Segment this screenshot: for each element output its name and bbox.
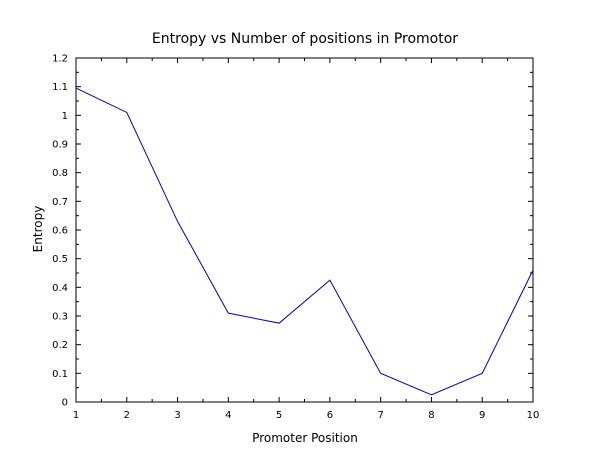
- x-tick-label: 9: [479, 410, 485, 421]
- plot-area-border: [75, 57, 534, 403]
- y-tick-label: 0.7: [52, 197, 68, 208]
- y-tick-label: 0.4: [52, 283, 68, 294]
- x-tick-label: 6: [327, 410, 333, 421]
- y-tick-label: 1.2: [52, 54, 68, 65]
- y-tick-label: 1: [62, 111, 68, 122]
- x-tick-label: 3: [174, 410, 180, 421]
- y-tick-label: 0.2: [52, 340, 68, 351]
- x-tick-label: 4: [225, 410, 231, 421]
- y-tick-label: 0: [62, 398, 68, 409]
- entropy-series-line: [75, 87, 534, 396]
- y-tick-label: 0.8: [52, 168, 68, 179]
- y-tick-label: 0.9: [52, 140, 68, 151]
- y-tick-label: 1.1: [52, 82, 68, 93]
- chart-title: Entropy vs Number of positions in Promot…: [152, 31, 458, 47]
- y-tick-label: 0.1: [52, 369, 68, 380]
- x-tick-label: 8: [428, 410, 434, 421]
- y-tick-label: 0.3: [52, 312, 68, 323]
- x-tick-label: 7: [377, 410, 383, 421]
- x-tick-label: 5: [276, 410, 282, 421]
- x-axis-label: Promoter Position: [252, 431, 358, 445]
- y-axis-label: Entropy: [31, 206, 45, 253]
- y-tick-label: 0.5: [52, 254, 68, 265]
- x-tick-label: 10: [527, 410, 540, 421]
- x-tick-label: 1: [73, 410, 79, 421]
- x-tick-label: 2: [124, 410, 130, 421]
- y-tick-label: 0.6: [52, 226, 68, 237]
